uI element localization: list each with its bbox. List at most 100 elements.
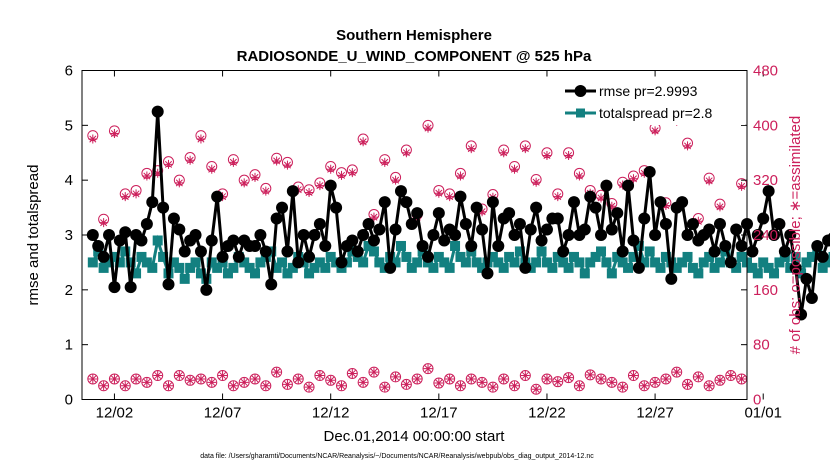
spread-point bbox=[320, 262, 331, 273]
rmse-point bbox=[362, 218, 375, 231]
y2-tick-label: 160 bbox=[753, 282, 778, 299]
rmse-point bbox=[227, 234, 240, 247]
obs-assimilated-point bbox=[520, 144, 530, 154]
obs-possible-point bbox=[465, 373, 477, 385]
obs-assimilated-point bbox=[369, 212, 379, 222]
spread-point bbox=[125, 257, 136, 268]
spread-point bbox=[585, 257, 596, 268]
spread-point bbox=[358, 257, 369, 268]
obs-assimilated-point bbox=[282, 379, 292, 389]
rmse-point bbox=[367, 234, 380, 247]
obs-assimilated-point bbox=[531, 384, 541, 394]
spread-point bbox=[190, 257, 201, 268]
rmse-point bbox=[297, 229, 310, 241]
obs-assimilated-point bbox=[715, 202, 725, 212]
spread-point bbox=[185, 262, 196, 273]
rmse-point bbox=[762, 185, 775, 198]
obs-possible-point bbox=[195, 373, 207, 385]
rmse-point bbox=[632, 261, 645, 274]
obs-assimilated-point bbox=[369, 367, 379, 377]
obs-possible-point bbox=[141, 376, 153, 388]
spread-point bbox=[304, 268, 315, 279]
obs-possible-point bbox=[227, 380, 239, 392]
rmse-point bbox=[773, 218, 786, 231]
obs-assimilated-point bbox=[650, 126, 660, 136]
y2-tick-label: 80 bbox=[753, 337, 770, 354]
spread-point bbox=[250, 268, 261, 279]
rmse-point bbox=[276, 201, 289, 214]
obs-assimilated-point bbox=[455, 171, 465, 181]
spread-point bbox=[244, 262, 255, 273]
spread-point bbox=[558, 257, 569, 268]
obs-assimilated-point bbox=[337, 381, 347, 391]
obs-assimilated-point bbox=[207, 164, 217, 174]
obs-assimilated-point bbox=[239, 178, 249, 188]
obs-possible-point bbox=[238, 376, 250, 388]
y2-tick-label: 240 bbox=[753, 227, 778, 244]
obs-assimilated-point bbox=[88, 134, 98, 144]
obs-assimilated-point bbox=[272, 367, 282, 377]
obs-possible-point bbox=[725, 370, 737, 382]
obs-possible-point bbox=[476, 376, 488, 388]
obs-assimilated-point bbox=[315, 371, 325, 381]
y-tick-label: 4 bbox=[65, 172, 73, 189]
rmse-point bbox=[378, 196, 391, 209]
obs-possible-point bbox=[346, 367, 358, 379]
y-axis-left: 0 1 2 3 4 5 6 bbox=[65, 63, 88, 409]
spread-point bbox=[623, 262, 634, 273]
obs-possible-point bbox=[87, 373, 99, 385]
x-axis: 12/02 12/07 12/12 12/17 12/22 12/27 01/01 bbox=[96, 70, 782, 422]
legend-label-rmse: rmse pr=2.9993 bbox=[599, 83, 698, 99]
rmse-point bbox=[162, 278, 175, 291]
x-tick-label: 12/22 bbox=[528, 405, 566, 422]
obs-possible-point bbox=[400, 378, 412, 390]
obs-assimilated-point bbox=[315, 181, 325, 191]
rmse-point bbox=[805, 292, 818, 305]
obs-assimilated-point bbox=[499, 148, 509, 158]
rmse-point bbox=[551, 212, 564, 225]
spread-point bbox=[714, 257, 725, 268]
rmse-point bbox=[470, 201, 483, 214]
obs-possible-point bbox=[606, 376, 618, 388]
rmse-point bbox=[281, 245, 294, 258]
y2-tick-label: 0 bbox=[753, 392, 761, 409]
obs-assimilated-point bbox=[142, 171, 152, 181]
spread-point bbox=[255, 257, 266, 268]
rmse-point bbox=[384, 261, 397, 274]
rmse-point bbox=[562, 229, 575, 241]
obs-assimilated-point bbox=[239, 377, 249, 387]
rmse-point bbox=[508, 229, 521, 241]
y2-tick-label: 400 bbox=[753, 117, 778, 134]
rmse-point bbox=[616, 245, 629, 258]
obs-possible-point bbox=[336, 380, 348, 392]
obs-assimilated-point bbox=[445, 374, 455, 384]
rmse-point bbox=[92, 239, 105, 252]
spread-point bbox=[114, 257, 125, 268]
rmse-point bbox=[400, 196, 413, 209]
rmse-point bbox=[167, 212, 180, 225]
obs-possible-point bbox=[163, 380, 175, 392]
obs-possible-point bbox=[509, 380, 521, 392]
rmse-point bbox=[811, 239, 824, 252]
spread-point bbox=[758, 257, 769, 268]
obs-possible-point bbox=[552, 376, 564, 388]
obs-assimilated-point bbox=[704, 176, 714, 186]
obs-assimilated-point bbox=[380, 157, 390, 167]
chart-title: Southern Hemisphere bbox=[336, 27, 492, 44]
spread-point bbox=[428, 262, 439, 273]
rmse-point bbox=[259, 245, 272, 258]
x-axis-label: Dec.01,2014 00:00:00 start bbox=[324, 428, 506, 445]
obs-assimilated-point bbox=[726, 371, 736, 381]
obs-assimilated-point bbox=[693, 372, 703, 382]
rmse-point bbox=[103, 229, 116, 241]
rmse-point bbox=[654, 196, 667, 209]
y2-axis-label: # of obs: o=possible; ∗=assimilated bbox=[787, 116, 804, 355]
obs-assimilated-point bbox=[434, 188, 444, 198]
obs-assimilated-point bbox=[391, 372, 401, 382]
obs-assimilated-point bbox=[564, 373, 574, 383]
obs-assimilated-point bbox=[293, 374, 303, 384]
rmse-point bbox=[265, 278, 278, 291]
rmse-point bbox=[611, 207, 624, 220]
rmse-point bbox=[665, 272, 678, 285]
rmse-point bbox=[97, 250, 110, 263]
